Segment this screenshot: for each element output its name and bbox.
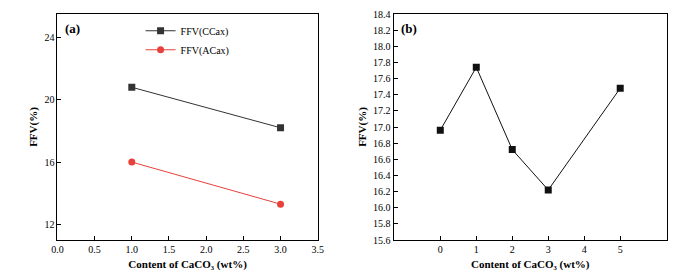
svg-text:FFV(CCax): FFV(CCax) — [181, 26, 229, 38]
svg-text:FFV(%): FFV(%) — [27, 107, 40, 147]
svg-text:FFV(ACax): FFV(ACax) — [181, 45, 229, 57]
svg-text:0: 0 — [438, 244, 443, 255]
svg-text:12: 12 — [44, 219, 54, 230]
svg-text:(a): (a) — [65, 21, 80, 36]
svg-text:(b): (b) — [401, 21, 417, 36]
svg-text:3: 3 — [546, 244, 551, 255]
svg-text:FFV(%): FFV(%) — [356, 107, 369, 147]
svg-text:16.0: 16.0 — [373, 202, 391, 213]
svg-text:16.4: 16.4 — [373, 170, 391, 181]
svg-text:17.4: 17.4 — [373, 89, 391, 100]
svg-text:16.8: 16.8 — [373, 138, 391, 149]
svg-text:1: 1 — [474, 244, 479, 255]
svg-text:17.6: 17.6 — [373, 73, 391, 84]
svg-text:1.0: 1.0 — [126, 244, 139, 255]
svg-text:16: 16 — [44, 157, 54, 168]
svg-text:15.6: 15.6 — [373, 235, 391, 246]
svg-text:15.8: 15.8 — [373, 218, 391, 229]
svg-text:2: 2 — [510, 244, 515, 255]
svg-text:Content of CaCO₃ (wt%): Content of CaCO₃ (wt%) — [471, 258, 590, 271]
svg-text:18.2: 18.2 — [373, 25, 391, 36]
svg-text:18.4: 18.4 — [373, 9, 391, 20]
svg-text:16.2: 16.2 — [373, 186, 391, 197]
svg-text:17.2: 17.2 — [373, 105, 391, 116]
svg-text:Content of CaCO₃ (wt%): Content of CaCO₃ (wt%) — [128, 258, 247, 271]
svg-text:5: 5 — [618, 244, 623, 255]
svg-text:16.6: 16.6 — [373, 154, 391, 165]
svg-text:0.5: 0.5 — [88, 244, 101, 255]
svg-text:1.5: 1.5 — [163, 244, 176, 255]
svg-text:3.0: 3.0 — [274, 244, 287, 255]
svg-text:18.0: 18.0 — [373, 41, 391, 52]
svg-text:3.5: 3.5 — [311, 244, 324, 255]
svg-text:2.0: 2.0 — [200, 244, 213, 255]
svg-text:17.8: 17.8 — [373, 57, 391, 68]
svg-text:2.5: 2.5 — [237, 244, 250, 255]
svg-text:24: 24 — [44, 32, 54, 43]
svg-text:0.0: 0.0 — [51, 244, 64, 255]
svg-text:20: 20 — [44, 94, 54, 105]
svg-text:17.0: 17.0 — [373, 122, 391, 133]
svg-text:4: 4 — [582, 244, 587, 255]
